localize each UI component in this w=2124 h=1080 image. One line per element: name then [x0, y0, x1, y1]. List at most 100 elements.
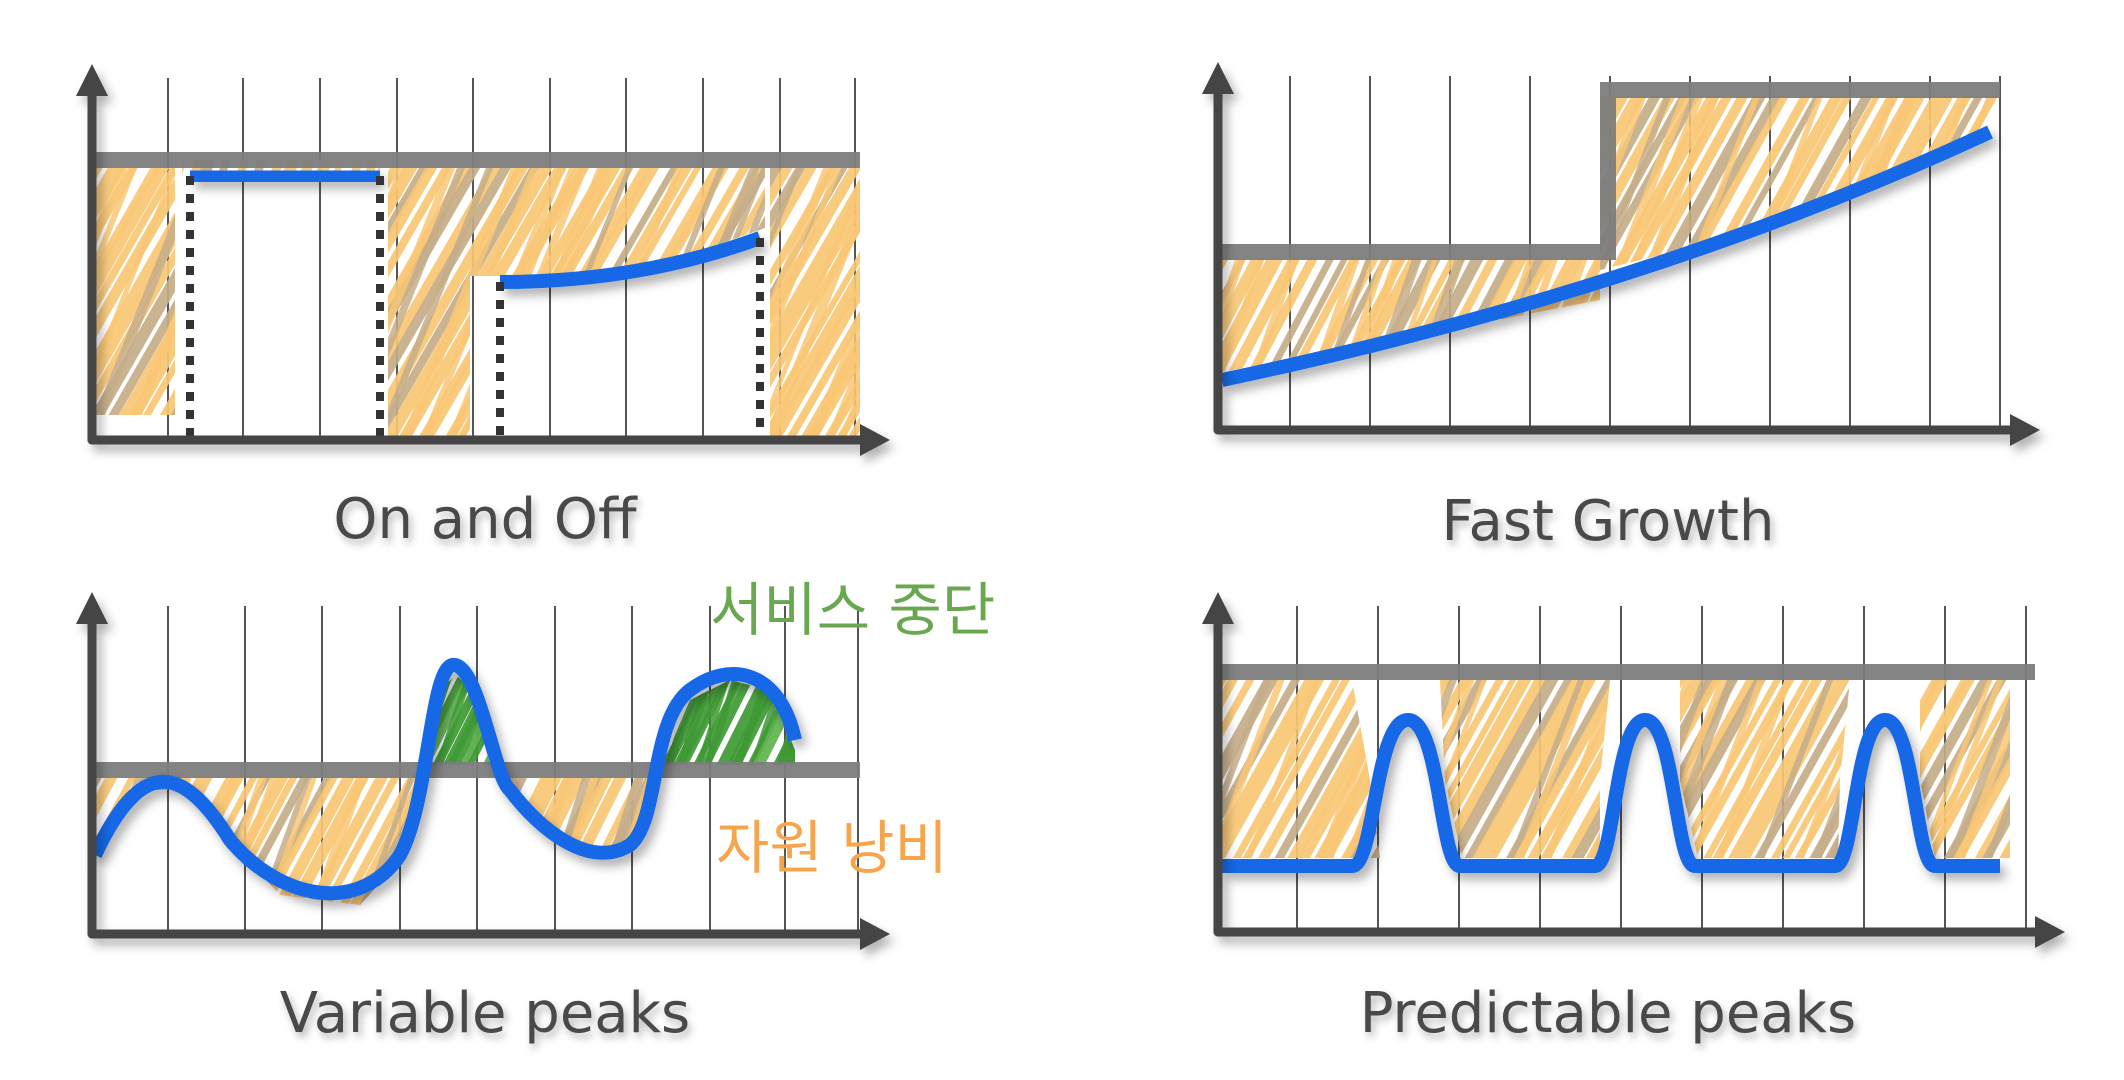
hatch-stroke — [0, 768, 39, 915]
hatch-stroke — [588, 670, 622, 775]
hatch-stroke — [840, 168, 860, 440]
hatch-stroke — [1222, 680, 1276, 858]
axes — [76, 64, 890, 456]
hatch-stroke — [1920, 680, 1944, 858]
hatch-stroke — [220, 158, 338, 450]
demand-curve — [1220, 125, 1993, 387]
hatch-stroke — [95, 168, 175, 415]
hatch-stroke — [1047, 670, 1157, 868]
panel-predictable-peaks: Predictable peaks — [1014, 592, 2124, 1046]
demand-lines — [190, 170, 763, 289]
hatch-stroke — [0, 768, 52, 915]
hatch-stroke — [0, 158, 20, 425]
hatch-stroke — [822, 168, 860, 440]
demand-curve — [88, 658, 802, 901]
hatch-stroke — [1440, 680, 1461, 858]
hatch-stroke — [1261, 258, 1340, 372]
hatch-stroke — [113, 168, 175, 415]
hatch-stroke — [1969, 680, 2010, 858]
off-period-markers — [186, 176, 764, 440]
hatch-stroke — [508, 665, 545, 775]
hatch-stroke — [1014, 670, 1124, 868]
hatch-stroke — [95, 168, 175, 415]
hatch-stroke — [770, 168, 806, 440]
axes — [1202, 62, 2040, 446]
hatch-stroke — [1712, 680, 1796, 858]
hatch-stroke — [819, 670, 872, 775]
hatch-stroke — [1754, 680, 1837, 858]
hatch-stroke — [95, 168, 175, 415]
waste-hatch-areas — [1014, 670, 2124, 868]
hatch-stroke — [1566, 680, 1610, 858]
hatch-stroke — [1114, 248, 1185, 382]
hatch-stroke — [1924, 680, 2007, 858]
hatch-stroke — [505, 778, 532, 860]
hatch-stroke — [1222, 258, 1270, 372]
hatch-stroke — [1505, 680, 1588, 858]
hatch-stroke — [388, 168, 516, 440]
hatch-stroke — [462, 675, 490, 765]
waste-area — [1014, 670, 1380, 868]
hatch-stroke — [654, 778, 655, 860]
hatch-stroke — [2045, 670, 2121, 868]
hatch-stroke — [1680, 680, 1709, 858]
hatch-stroke — [2023, 670, 2124, 868]
hatch-stroke — [185, 158, 338, 425]
hatch-stroke — [504, 665, 560, 775]
hatch-stroke — [1063, 670, 1173, 868]
hatch-stroke — [388, 168, 497, 440]
hatch-stroke — [388, 168, 443, 440]
hatch-stroke — [310, 665, 347, 775]
hatch-stroke — [1809, 680, 1850, 858]
hatch-stroke — [1441, 680, 1564, 858]
hatch-stroke — [1440, 680, 1479, 858]
hatch-stroke — [1440, 680, 1476, 858]
hatch-stroke — [1222, 680, 1289, 858]
hatch-stroke — [805, 670, 839, 775]
hatch-stroke — [770, 168, 822, 440]
hatch-stroke — [1610, 96, 1695, 270]
hatch-stroke — [367, 665, 423, 775]
hatch-stroke — [770, 168, 860, 440]
hatch-stroke — [371, 665, 408, 775]
x-axis-arrow — [860, 424, 890, 456]
hatch-stroke — [425, 768, 476, 870]
waste-area — [1114, 248, 1600, 382]
waste-area — [425, 768, 655, 870]
hatch-stroke — [516, 665, 553, 775]
hatch-stroke — [0, 768, 73, 915]
hatch-stroke — [885, 158, 1054, 450]
hatch-stroke — [576, 158, 745, 450]
hatch-stroke — [397, 168, 525, 440]
hatch-stroke — [335, 665, 391, 775]
hatch-stroke — [2019, 86, 2093, 280]
hatch-stroke — [1440, 680, 1522, 858]
hatch-stroke — [2005, 680, 2010, 858]
hatch-stroke — [499, 665, 535, 775]
hatch-stroke — [649, 778, 655, 860]
hatch-stroke — [207, 158, 360, 425]
hatch-stroke — [339, 665, 376, 775]
hatch-stroke — [863, 158, 981, 450]
hatch-stroke — [1098, 670, 1208, 868]
hatch-stroke — [1132, 670, 1208, 868]
outage-label: 서비스 중단 — [710, 576, 995, 644]
outage-hatch-areas — [310, 665, 872, 775]
hatch-stroke — [1971, 96, 2000, 270]
hatch-stroke — [1680, 680, 1726, 858]
hatch-stroke — [512, 168, 637, 440]
hatch-stroke — [1680, 680, 1740, 858]
hatch-stroke — [1685, 680, 1769, 858]
hatch-stroke — [0, 768, 17, 915]
hatch-stroke — [0, 158, 90, 425]
hatch-stroke — [0, 158, 51, 425]
hatch-stroke — [388, 168, 406, 440]
hatch-stroke — [591, 670, 644, 775]
hatch-stroke — [512, 665, 568, 775]
waste-area — [0, 768, 420, 915]
hatch-stroke — [95, 168, 141, 415]
hatch-stroke — [95, 778, 122, 905]
hatch-stroke — [335, 665, 391, 775]
waste-hatch-areas — [0, 158, 1054, 450]
hatch-stroke — [1440, 680, 1491, 858]
